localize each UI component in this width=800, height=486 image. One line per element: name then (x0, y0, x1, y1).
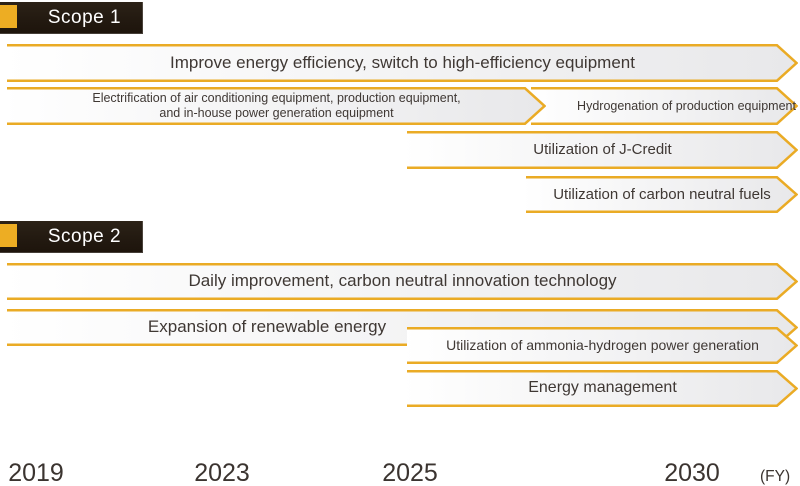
year-2019: 2019 (8, 459, 64, 486)
fiscal-year-unit: (FY) (760, 468, 791, 485)
scope2-header: Scope 2 (0, 221, 143, 253)
arrow-hydrogenation: Hydrogenation of production equipment (531, 87, 798, 125)
arrow-shape (531, 87, 798, 125)
arrow-label: Utilization of carbon neutral fuels (553, 185, 771, 203)
arrow-label: Electrification of air conditioning equi… (7, 87, 564, 125)
arrow-label: Expansion of renewable energy (147, 317, 387, 337)
scope2-header-box: Scope 2 (0, 221, 143, 253)
arrow-label-line2: and in-house power generation equipment (159, 106, 394, 120)
arrow-shape (407, 327, 798, 364)
arrow-daily-improvement: Daily improvement, carbon neutral innova… (7, 263, 798, 300)
arrow-shape (7, 44, 798, 82)
arrow-label: Utilization of J-Credit (533, 141, 672, 159)
arrow-cn-fuels: Utilization of carbon neutral fuels (526, 176, 798, 213)
arrow-label: Improve energy efficiency, switch to hig… (170, 52, 635, 72)
accent-square (0, 224, 17, 247)
arrow-label: Hydrogenation of production equipment (577, 98, 796, 113)
arrow-improve-efficiency: Improve energy efficiency, switch to hig… (7, 44, 798, 82)
arrow-label: Utilization of ammonia-hydrogen power ge… (446, 337, 759, 354)
arrow-label: Energy management (528, 379, 677, 397)
scope1-label: Scope 1 (47, 7, 122, 28)
scope2-label: Scope 2 (47, 226, 122, 247)
year-2023: 2023 (194, 459, 250, 486)
scope1-header: Scope 1 (0, 2, 143, 34)
arrow-shape (407, 131, 798, 169)
arrow-ammonia-hydrogen: Utilization of ammonia-hydrogen power ge… (407, 327, 798, 364)
year-2025: 2025 (382, 459, 438, 486)
arrow-jcredit: Utilization of J-Credit (407, 131, 798, 169)
arrow-electrification: Electrification of air conditioning equi… (7, 87, 546, 125)
arrow-label: Daily improvement, carbon neutral innova… (188, 271, 617, 291)
scope1-header-box: Scope 1 (0, 2, 143, 34)
arrow-label-line1: Electrification of air conditioning equi… (92, 91, 461, 106)
year-2030: 2030 (664, 459, 720, 486)
arrow-shape (7, 87, 546, 125)
accent-square (0, 5, 17, 28)
arrow-shape (526, 176, 798, 213)
arrow-energy-management: Energy management (407, 370, 798, 407)
arrow-shape (7, 263, 798, 300)
arrow-shape (407, 370, 798, 407)
